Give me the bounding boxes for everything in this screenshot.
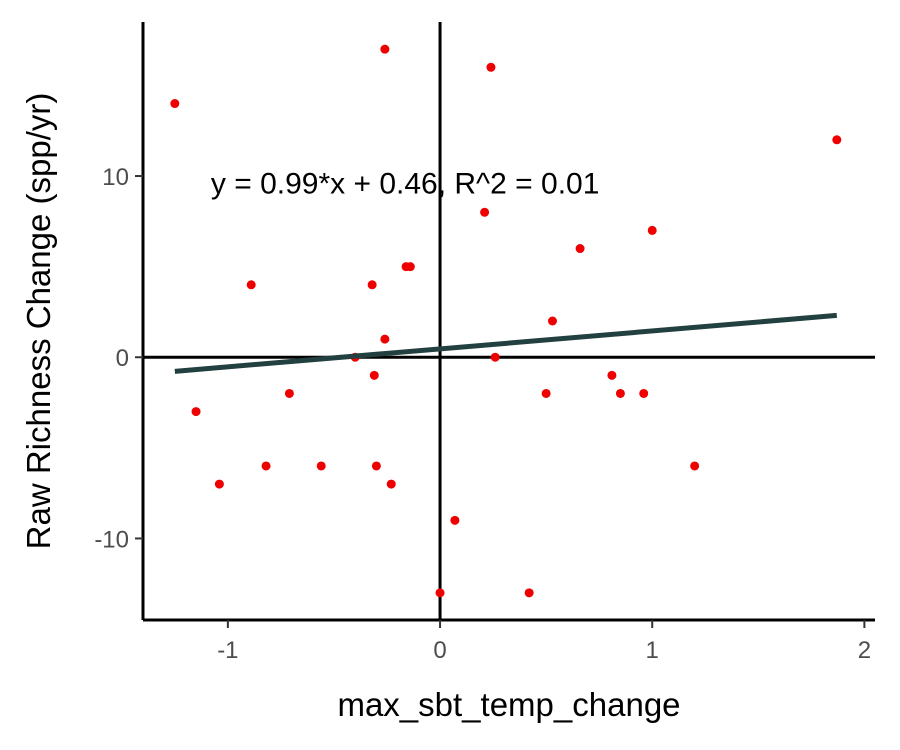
x-tick-label: -1 [217, 637, 238, 664]
data-point [647, 225, 657, 235]
data-point [450, 515, 460, 525]
data-point [369, 370, 379, 380]
data-point [405, 262, 415, 272]
data-point [246, 280, 256, 290]
data-point [261, 461, 271, 471]
data-point [367, 280, 377, 290]
y-tick-label: 0 [116, 345, 129, 372]
data-point [371, 461, 381, 471]
y-tick-label: -10 [94, 526, 129, 553]
data-point [480, 207, 490, 217]
x-axis-title: max_sbt_temp_change [337, 686, 680, 723]
x-tick-label: 2 [858, 637, 871, 664]
data-point [575, 244, 585, 254]
data-points [170, 44, 842, 598]
data-point [284, 388, 294, 398]
x-tick-label: 0 [433, 637, 446, 664]
data-point [191, 407, 201, 417]
y-axis-title: Raw Richness Change (spp/yr) [20, 93, 57, 550]
y-axis-ticks: -10 0 10 [94, 164, 143, 553]
data-point [380, 44, 390, 54]
x-axis-ticks: -1 0 1 2 [217, 620, 871, 664]
regression-line [174, 312, 838, 374]
data-point [524, 588, 534, 598]
data-point [547, 316, 557, 326]
y-tick-label: 10 [102, 164, 129, 191]
data-point [214, 479, 224, 489]
data-point [615, 388, 625, 398]
data-point [316, 461, 326, 471]
data-point [690, 461, 700, 471]
data-point [490, 352, 500, 362]
data-point [639, 388, 649, 398]
regression-equation: y = 0.99*x + 0.46, R^2 = 0.01 [211, 167, 600, 200]
data-point [435, 588, 445, 598]
data-point [541, 388, 551, 398]
data-point [607, 370, 617, 380]
data-point [486, 62, 496, 72]
data-point [170, 99, 180, 109]
data-point [380, 334, 390, 344]
data-point [386, 479, 396, 489]
data-point [832, 135, 842, 145]
x-tick-label: 1 [646, 637, 659, 664]
